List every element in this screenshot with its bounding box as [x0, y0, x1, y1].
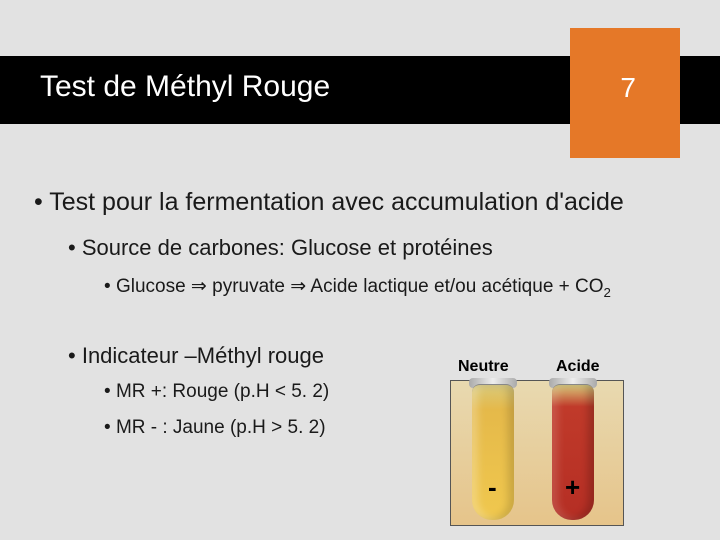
page-number: 7 — [620, 72, 636, 104]
slide-title: Test de Méthyl Rouge — [40, 70, 330, 104]
label-acid: Acide — [556, 358, 600, 376]
pathway-subscript: 2 — [604, 285, 611, 300]
pathway-pre: Glucose — [116, 276, 191, 297]
arrow-icon: ⇒ — [191, 276, 207, 297]
pathway-mid: pyruvate — [207, 276, 290, 297]
label-neutral: Neutre — [458, 358, 509, 376]
bullet-carbon-source: Source de carbones: Glucose et protéines — [68, 235, 700, 261]
sign-positive: + — [565, 472, 580, 503]
tubes-figure: Neutre Acide - + — [428, 356, 648, 526]
bullet-pathway: Glucose ⇒ pyruvate ⇒ Acide lactique et/o… — [104, 275, 700, 301]
pathway-post: Acide lactique et/ou acétique + CO — [306, 276, 603, 297]
arrow-icon: ⇒ — [290, 276, 306, 297]
bullet-main: Test pour la fermentation avec accumulat… — [34, 188, 700, 217]
sign-negative: - — [488, 472, 497, 503]
slide-header: Test de Méthyl Rouge 7 — [0, 0, 720, 170]
